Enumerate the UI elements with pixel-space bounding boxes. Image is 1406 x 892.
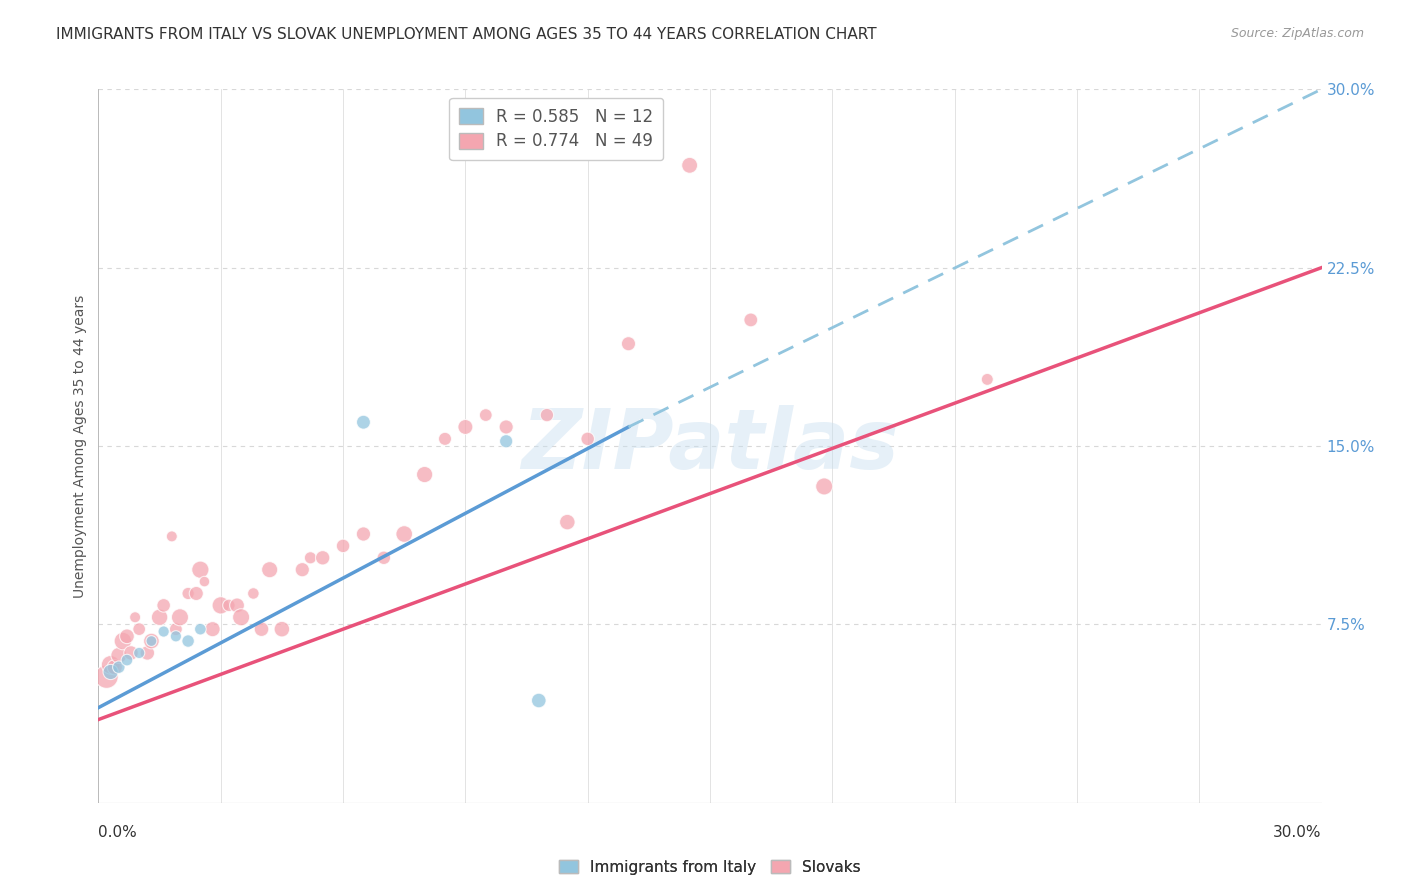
Point bbox=[160, 529, 183, 543]
Point bbox=[299, 550, 322, 565]
Point bbox=[96, 670, 118, 684]
Point bbox=[152, 599, 174, 613]
Point bbox=[352, 415, 374, 429]
Point bbox=[259, 563, 281, 577]
Point bbox=[576, 432, 599, 446]
Point bbox=[209, 599, 232, 613]
Point bbox=[495, 434, 517, 449]
Point bbox=[291, 563, 314, 577]
Point bbox=[177, 634, 200, 648]
Text: 0.0%: 0.0% bbox=[98, 825, 138, 840]
Point bbox=[100, 657, 122, 672]
Point bbox=[242, 586, 264, 600]
Point bbox=[218, 599, 240, 613]
Point bbox=[679, 158, 702, 172]
Point bbox=[186, 586, 208, 600]
Point bbox=[128, 622, 150, 636]
Point bbox=[115, 629, 138, 643]
Point bbox=[617, 336, 640, 351]
Point bbox=[474, 408, 498, 422]
Point bbox=[100, 665, 122, 679]
Point bbox=[527, 693, 550, 707]
Point bbox=[536, 408, 558, 422]
Point bbox=[169, 610, 191, 624]
Point bbox=[124, 610, 146, 624]
Point bbox=[231, 610, 253, 624]
Point bbox=[177, 586, 200, 600]
Point bbox=[104, 660, 127, 674]
Point bbox=[226, 599, 249, 613]
Text: IMMIGRANTS FROM ITALY VS SLOVAK UNEMPLOYMENT AMONG AGES 35 TO 44 YEARS CORRELATI: IMMIGRANTS FROM ITALY VS SLOVAK UNEMPLOY… bbox=[56, 27, 877, 42]
Point bbox=[108, 648, 131, 663]
Point bbox=[312, 550, 335, 565]
Point bbox=[128, 646, 150, 660]
Point bbox=[201, 622, 224, 636]
Point bbox=[813, 479, 835, 493]
Point bbox=[165, 629, 187, 643]
Point bbox=[413, 467, 436, 482]
Point bbox=[136, 646, 159, 660]
Point bbox=[250, 622, 273, 636]
Point bbox=[141, 634, 163, 648]
Text: ZIPatlas: ZIPatlas bbox=[522, 406, 898, 486]
Point bbox=[976, 372, 998, 386]
Point bbox=[193, 574, 215, 589]
Point bbox=[149, 610, 172, 624]
Point bbox=[555, 515, 579, 529]
Point bbox=[188, 622, 212, 636]
Point bbox=[495, 420, 517, 434]
Text: 30.0%: 30.0% bbox=[1274, 825, 1322, 840]
Point bbox=[434, 432, 457, 446]
Point bbox=[152, 624, 174, 639]
Legend: Immigrants from Italy, Slovaks: Immigrants from Italy, Slovaks bbox=[554, 854, 866, 880]
Point bbox=[392, 527, 416, 541]
Point bbox=[108, 660, 131, 674]
Point bbox=[270, 622, 294, 636]
Point bbox=[165, 622, 187, 636]
Point bbox=[454, 420, 477, 434]
Point bbox=[332, 539, 354, 553]
Text: Source: ZipAtlas.com: Source: ZipAtlas.com bbox=[1230, 27, 1364, 40]
Point bbox=[141, 634, 163, 648]
Point bbox=[740, 313, 762, 327]
Point bbox=[111, 634, 134, 648]
Y-axis label: Unemployment Among Ages 35 to 44 years: Unemployment Among Ages 35 to 44 years bbox=[73, 294, 87, 598]
Point bbox=[115, 653, 138, 667]
Point bbox=[373, 550, 395, 565]
Point bbox=[352, 527, 374, 541]
Point bbox=[120, 646, 142, 660]
Point bbox=[188, 563, 212, 577]
